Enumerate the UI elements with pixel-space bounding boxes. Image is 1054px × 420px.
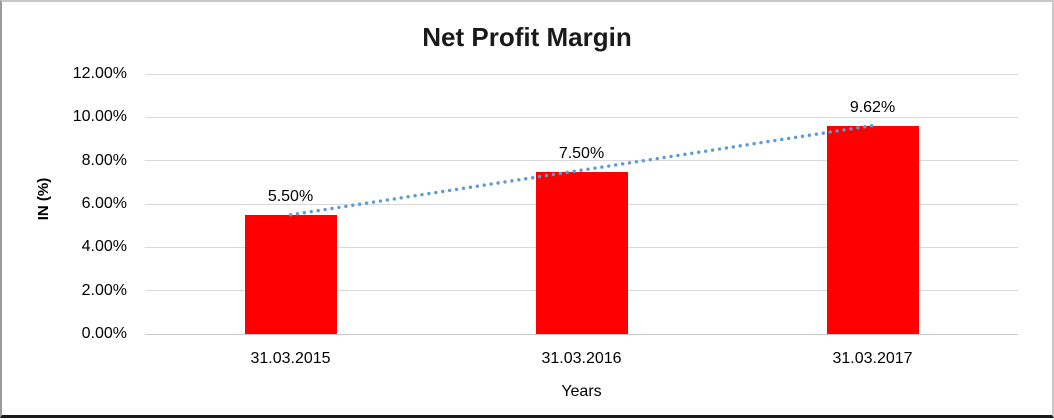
y-axis-tick-label: 2.00% — [81, 281, 127, 299]
x-axis-category-label: 31.03.2015 — [250, 350, 331, 367]
x-axis-title: Years — [561, 383, 602, 400]
y-axis-tick-label: 6.00% — [81, 195, 127, 212]
bar-data-label: 9.62% — [849, 98, 896, 116]
gridline — [145, 73, 1018, 75]
x-axis-category-label: 31.03.2016 — [541, 350, 622, 367]
y-axis-tick-label: 12.00% — [72, 65, 127, 82]
gridline — [145, 116, 1018, 118]
y-axis-tick-label: 8.00% — [81, 151, 127, 169]
chart-title: Net Profit Margin — [422, 22, 632, 52]
y-axis-tick-label: 4.00% — [81, 238, 127, 256]
y-axis-tick-label: 10.00% — [72, 108, 127, 126]
bar[interactable] — [535, 171, 628, 334]
y-axis-tick-label: 0.00% — [81, 325, 127, 342]
x-axis-line — [145, 333, 1018, 335]
bar[interactable] — [244, 214, 337, 334]
bar-data-label: 7.50% — [558, 144, 605, 162]
x-axis-category-label: 31.03.2017 — [832, 350, 913, 367]
bar[interactable] — [826, 125, 919, 334]
bar-data-label: 5.50% — [267, 187, 314, 205]
